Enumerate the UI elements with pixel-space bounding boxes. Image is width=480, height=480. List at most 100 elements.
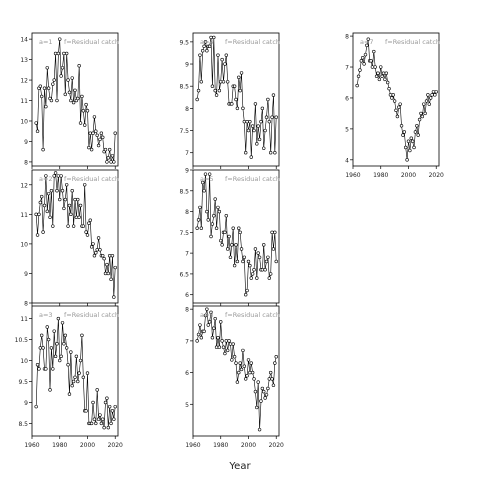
- data-point: [234, 243, 238, 247]
- data-point: [206, 323, 210, 327]
- data-point: [238, 361, 242, 365]
- data-point: [92, 417, 97, 421]
- data-point: [230, 243, 234, 247]
- data-point: [70, 383, 74, 388]
- data-point: [225, 348, 230, 353]
- data-point: [95, 388, 99, 392]
- data-point: [242, 119, 247, 124]
- data-point: [210, 84, 215, 88]
- data-point: [69, 98, 73, 103]
- y-tick-label: 12: [20, 182, 28, 189]
- data-point: [102, 256, 106, 261]
- data-point: [196, 88, 201, 93]
- data-point: [241, 106, 245, 111]
- data-point: [394, 108, 398, 113]
- y-tick-label: 7: [185, 150, 189, 157]
- data-point: [105, 396, 109, 400]
- y-tick-label: 10: [20, 358, 28, 365]
- data-point: [71, 379, 76, 384]
- data-point: [198, 53, 202, 57]
- data-point: [74, 215, 79, 219]
- y-tick-label: 9: [185, 168, 189, 175]
- data-point: [223, 62, 227, 66]
- data-point: [259, 399, 263, 403]
- data-point: [427, 102, 431, 106]
- data-point: [248, 263, 252, 268]
- data-point: [216, 53, 220, 57]
- data-point: [109, 160, 113, 164]
- data-point: [373, 65, 377, 69]
- data-point: [63, 333, 67, 338]
- data-point: [271, 93, 276, 97]
- data-point: [84, 230, 88, 234]
- data-point: [220, 243, 224, 247]
- y-tick-label: 8.5: [179, 188, 189, 195]
- panel-frame: [192, 32, 280, 167]
- data-point: [89, 421, 94, 426]
- data-point: [51, 224, 55, 228]
- data-point: [268, 151, 273, 155]
- data-point: [45, 66, 49, 70]
- data-point: [105, 262, 109, 267]
- data-point: [207, 320, 212, 324]
- data-point: [228, 342, 233, 346]
- data-point: [196, 332, 201, 337]
- y-tick-label: 5: [185, 402, 189, 409]
- data-point: [84, 409, 88, 413]
- data-point: [232, 263, 237, 268]
- data-point: [225, 80, 230, 84]
- data-point: [239, 247, 244, 251]
- data-point: [52, 78, 56, 82]
- data-point: [212, 214, 216, 218]
- data-point: [223, 230, 227, 235]
- data-point: [405, 158, 409, 162]
- x-tick-label: 1960: [345, 172, 360, 179]
- x-tick-label: 1960: [24, 442, 39, 449]
- data-point: [112, 417, 116, 421]
- data-point: [94, 421, 98, 426]
- data-point: [410, 139, 415, 143]
- data-point: [49, 98, 54, 103]
- panel-frame: [31, 32, 119, 167]
- series-line: [356, 39, 437, 160]
- data-point: [238, 88, 242, 93]
- data-point: [98, 413, 102, 417]
- data-point: [98, 248, 102, 252]
- data-point: [242, 364, 247, 368]
- data-point: [46, 191, 51, 196]
- data-point: [420, 114, 425, 119]
- data-point: [244, 292, 248, 297]
- y-tick-label: 14: [20, 37, 28, 44]
- x-axis-label: Year: [228, 461, 251, 472]
- data-point: [232, 84, 237, 88]
- data-point: [264, 115, 269, 119]
- facet-label-f: f=Residual catch: [225, 311, 280, 319]
- data-point: [422, 102, 426, 106]
- data-point: [426, 93, 430, 97]
- y-tick-label: 9: [185, 62, 189, 69]
- data-point: [78, 121, 83, 125]
- data-point: [260, 106, 265, 111]
- data-point: [239, 367, 244, 372]
- data-point: [62, 342, 66, 346]
- data-point: [207, 172, 212, 176]
- data-point: [266, 386, 270, 391]
- data-point: [256, 380, 260, 384]
- data-point: [45, 325, 49, 329]
- data-point: [112, 295, 116, 299]
- data-point: [238, 230, 242, 235]
- data-point: [64, 183, 69, 187]
- data-point: [388, 93, 393, 97]
- data-point: [109, 277, 113, 282]
- data-point: [424, 99, 429, 103]
- y-tick-label: 8: [185, 307, 189, 314]
- data-point: [37, 367, 41, 371]
- data-point: [106, 425, 110, 430]
- x-tick-label: 2000: [80, 442, 95, 449]
- data-point: [87, 145, 91, 150]
- data-point: [94, 129, 98, 133]
- data-point: [103, 271, 108, 276]
- data-point: [419, 111, 423, 116]
- data-point: [46, 86, 51, 90]
- data-point: [62, 51, 66, 56]
